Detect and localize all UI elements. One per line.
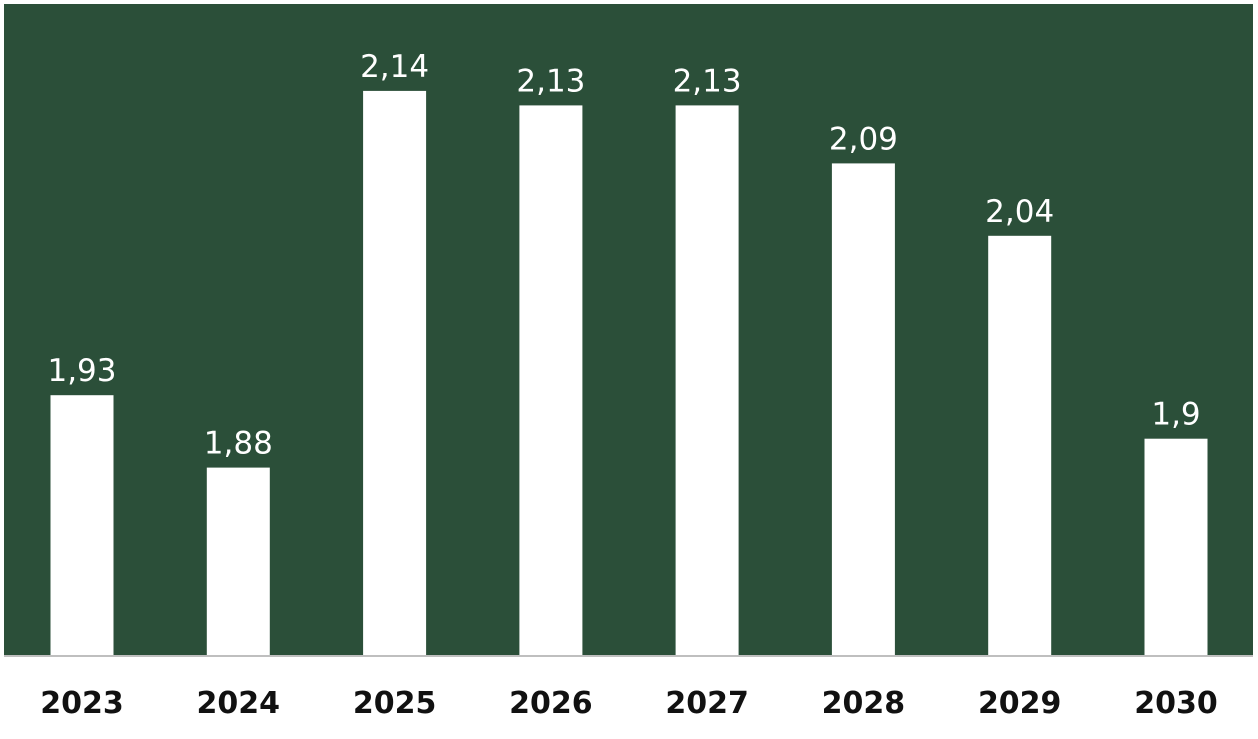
bar-2027: [675, 105, 739, 656]
bars-layer: [50, 90, 1208, 657]
x-tick-label-2023: 2023: [40, 686, 124, 721]
bar-2026: [519, 105, 583, 656]
plot-background: [4, 4, 1253, 655]
x-tick-label-2027: 2027: [665, 686, 749, 721]
x-tick-label-2025: 2025: [353, 686, 437, 721]
x-tick-label-2028: 2028: [822, 686, 906, 721]
x-tick-label-2024: 2024: [197, 686, 281, 721]
bar-2030: [1144, 438, 1208, 656]
value-label-2029: 2,04: [985, 194, 1054, 230]
value-label-2025: 2,14: [360, 49, 429, 85]
value-labels-layer: 1,93 1,88 2,14 2,13 2,13 2,09 2,04 1,9: [47, 49, 1200, 462]
bar-2029: [988, 235, 1052, 657]
bar-2028: [831, 163, 895, 656]
x-tick-label-2029: 2029: [978, 686, 1062, 721]
x-tick-label-2030: 2030: [1134, 686, 1218, 721]
value-label-2028: 2,09: [829, 121, 898, 157]
value-label-2026: 2,13: [516, 63, 585, 99]
bar-2023: [50, 395, 114, 656]
value-label-2027: 2,13: [673, 63, 742, 99]
value-label-2030: 1,9: [1151, 397, 1200, 433]
bar-2024: [206, 467, 270, 656]
value-label-2023: 1,93: [47, 353, 116, 389]
value-label-2024: 1,88: [204, 426, 273, 462]
x-tick-label-2026: 2026: [509, 686, 593, 721]
bar-2025: [363, 90, 427, 656]
x-tick-labels: 2023 2024 2025 2026 2027 2028 2029 2030: [40, 686, 1218, 721]
